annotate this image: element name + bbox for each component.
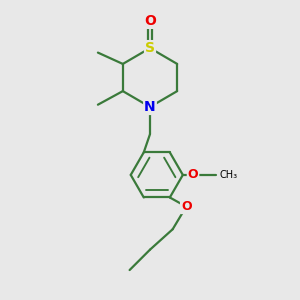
Text: O: O xyxy=(181,200,192,213)
Text: N: N xyxy=(144,100,156,114)
Text: CH₃: CH₃ xyxy=(219,170,237,180)
Text: S: S xyxy=(145,41,155,55)
Text: O: O xyxy=(144,14,156,28)
Text: O: O xyxy=(188,168,198,182)
